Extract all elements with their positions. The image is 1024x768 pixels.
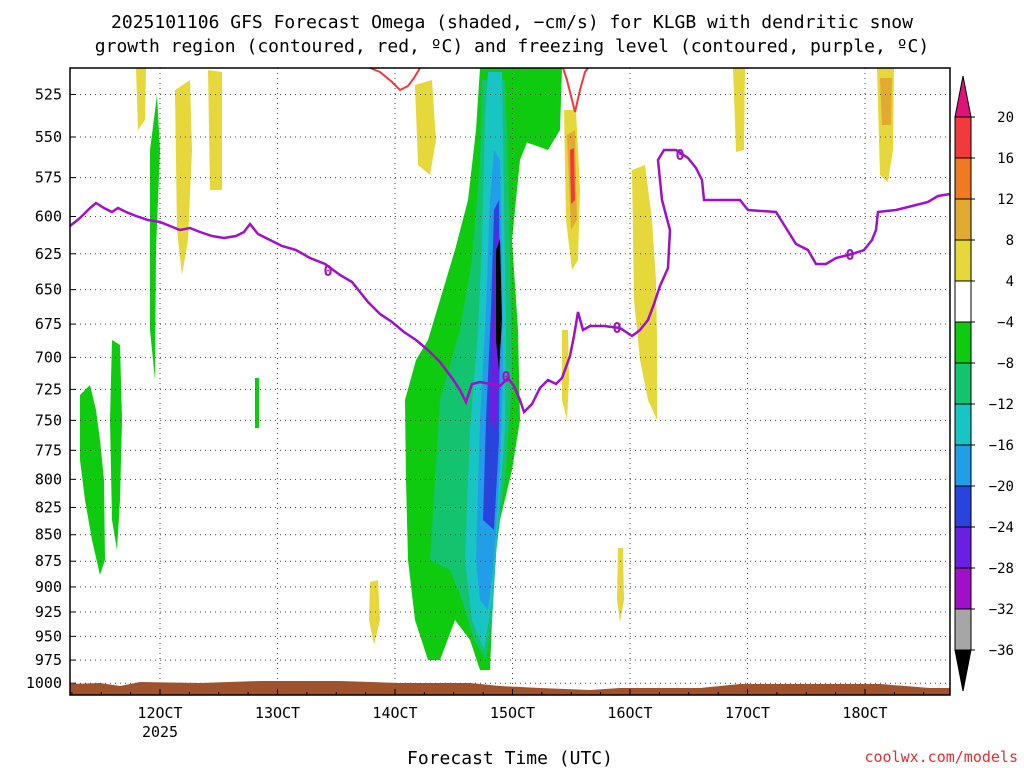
colorbar-label: −24 xyxy=(989,520,1014,536)
terrain xyxy=(70,681,950,695)
colorbar-swatch xyxy=(954,157,972,200)
freezing-level-contour xyxy=(69,148,951,415)
colorbar-label: 4 xyxy=(1006,274,1014,290)
colorbar-label: −36 xyxy=(989,643,1014,659)
credit-text: coolwx.com/models xyxy=(864,748,1018,766)
colorbar-swatch xyxy=(954,444,972,487)
colorbar-label: −20 xyxy=(989,479,1014,495)
freezing-level-label: 0 xyxy=(501,368,510,386)
x-tick-label: 12OCT xyxy=(137,704,182,722)
omega-shade-region xyxy=(562,330,569,420)
y-tick-label: 625 xyxy=(35,245,62,263)
x-tick-label: 14OCT xyxy=(372,704,417,722)
plot-area: 0 0 0 0 0 xyxy=(69,67,951,696)
dgz-contour xyxy=(369,67,421,92)
x-axis-label: Forecast Time (UTC) xyxy=(407,748,613,768)
colorbar-swatch xyxy=(954,362,972,405)
freezing-level-label: 0 xyxy=(845,246,854,264)
y-tick-label: 650 xyxy=(35,281,62,299)
omega-shade-region xyxy=(617,548,624,622)
y-tick-label: 725 xyxy=(35,380,62,398)
horizontal-grid xyxy=(70,93,950,684)
freezing-level-label: 0 xyxy=(675,146,684,164)
y-tick-label: 575 xyxy=(35,169,62,187)
omega-shade-region xyxy=(570,148,575,204)
colorbar-swatch xyxy=(954,608,972,651)
omega-shade-region xyxy=(415,80,436,175)
omega-shade-region xyxy=(255,378,259,428)
plot-frame xyxy=(69,67,951,696)
colorbar: 20 16 12 8 4 −4 −8 −12 −16 −20 −24 −28 −32 −36 xyxy=(954,75,1014,692)
colorbar-label: −4 xyxy=(997,315,1014,331)
omega-shade-region xyxy=(80,385,105,575)
y-tick-label: 850 xyxy=(35,526,62,544)
colorbar-label: −8 xyxy=(997,356,1014,372)
colorbar-swatch xyxy=(954,321,972,364)
colorbar-swatch xyxy=(954,239,972,282)
chart-title-line1: 2025101106 GFS Forecast Omega (shaded, −… xyxy=(111,12,913,33)
y-tick-label: 975 xyxy=(35,651,62,669)
omega-shade-region xyxy=(136,68,146,130)
colorbar-swatch xyxy=(954,567,972,610)
omega-shade-region xyxy=(733,68,745,152)
y-tick-label: 750 xyxy=(35,411,62,429)
chart-title-line2: growth region (contoured, red, ºC) and f… xyxy=(95,36,929,57)
colorbar-label: 16 xyxy=(997,151,1014,167)
y-tick-label: 600 xyxy=(35,207,62,225)
y-tick-label: 875 xyxy=(35,552,62,570)
x-tick-sublabel: 2025 xyxy=(142,723,178,741)
x-tick-label: 15OCT xyxy=(490,704,535,722)
x-tick-label: 18OCT xyxy=(842,704,887,722)
colorbar-swatch xyxy=(954,280,972,323)
omega-shade-region xyxy=(110,340,122,550)
colorbar-swatch xyxy=(954,116,972,159)
y-tick-label: 825 xyxy=(35,498,62,516)
freezing-level-label: 0 xyxy=(612,319,621,337)
x-tick-label: 13OCT xyxy=(255,704,300,722)
colorbar-bottom-arrow xyxy=(954,649,972,692)
dgz-contour xyxy=(562,67,589,113)
y-tick-label: 700 xyxy=(35,348,62,366)
omega-shade-region xyxy=(150,95,160,380)
x-tick-label: 16OCT xyxy=(607,704,652,722)
y-axis: 525 550 575 600 625 650 675 700 725 750 775 800 825 8… xyxy=(26,85,76,692)
colorbar-label: 12 xyxy=(997,192,1014,208)
omega-shading xyxy=(80,68,894,670)
y-tick-label: 800 xyxy=(35,470,62,488)
omega-shade-region xyxy=(496,240,502,370)
y-tick-label: 525 xyxy=(35,85,62,103)
y-tick-label: 1000 xyxy=(26,674,62,692)
colorbar-swatch xyxy=(954,403,972,446)
y-tick-label: 675 xyxy=(35,315,62,333)
y-tick-label: 925 xyxy=(35,603,62,621)
omega-shade-region xyxy=(175,80,192,275)
colorbar-top-arrow xyxy=(954,75,972,118)
freezing-level-label: 0 xyxy=(323,262,332,280)
colorbar-label: −12 xyxy=(989,397,1014,413)
x-axis: 12OCT 13OCT 14OCT 15OCT 16OCT 17OCT 18OCT xyxy=(71,689,925,722)
omega-shade-region xyxy=(632,165,657,420)
colorbar-label: −28 xyxy=(989,561,1014,577)
omega-shade-region xyxy=(880,78,892,125)
omega-shade-region xyxy=(208,70,222,190)
colorbar-label: −16 xyxy=(989,438,1014,454)
colorbar-label: 8 xyxy=(1006,233,1014,249)
y-tick-label: 775 xyxy=(35,441,62,459)
colorbar-swatch xyxy=(954,485,972,528)
colorbar-swatch xyxy=(954,198,972,241)
y-tick-label: 950 xyxy=(35,627,62,645)
colorbar-swatch xyxy=(954,526,972,569)
omega-shade-region xyxy=(369,580,380,645)
colorbar-label: −32 xyxy=(989,602,1014,618)
y-tick-label: 900 xyxy=(35,578,62,596)
x-tick-label: 17OCT xyxy=(725,704,770,722)
omega-shade-region xyxy=(508,68,562,150)
freezing-level-labels: 0 0 0 0 0 xyxy=(323,146,854,386)
y-tick-label: 550 xyxy=(35,128,62,146)
colorbar-label: 20 xyxy=(997,110,1014,126)
